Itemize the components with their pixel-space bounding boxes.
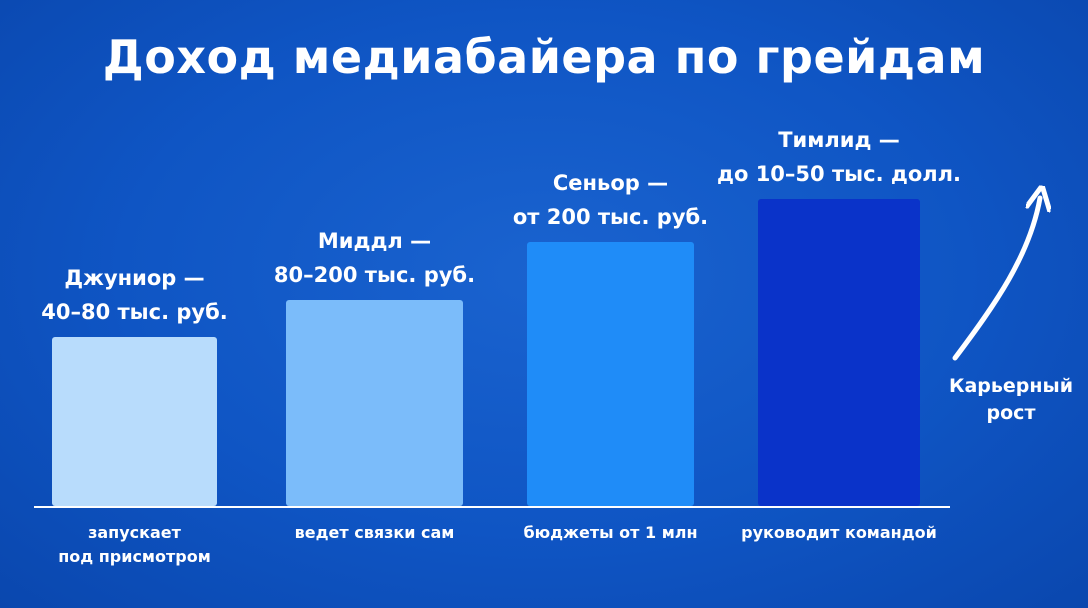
- labels-layer: Джуниор — 40–80 тыс. руб. запускает под при…: [41, 128, 961, 566]
- bar-1: [52, 337, 217, 506]
- bar-1-label-line-1: Джуниор —: [64, 266, 204, 290]
- bar-3-label-line-1: Сеньор —: [553, 171, 668, 195]
- category-label-3-line-1: бюджеты от 1 млн: [523, 523, 697, 542]
- category-label-4-line-1: руководит командой: [741, 523, 937, 542]
- bar-3-label-line-2: от 200 тыс. руб.: [513, 205, 708, 229]
- bar-2-label-line-1: Миддл —: [318, 229, 431, 253]
- category-label-1-line-1: запускает: [88, 523, 182, 542]
- chart-title: Доход медиабайера по грейдам: [102, 30, 986, 84]
- annotation-line-2: рост: [987, 402, 1036, 424]
- bar-4-label-line-1: Тимлид —: [778, 128, 900, 152]
- bar-4-label-line-2: до 10–50 тыс. долл.: [717, 162, 961, 186]
- bar-2-label-line-2: 80–200 тыс. руб.: [274, 263, 475, 287]
- career-growth-annotation: Карьерный рост: [949, 375, 1073, 424]
- category-label-2-line-1: ведет связки сам: [295, 523, 455, 542]
- bar-2: [286, 300, 463, 506]
- bar-3: [527, 242, 694, 506]
- bar-4: [758, 199, 920, 506]
- career-growth-arrow-icon: [952, 198, 1040, 361]
- bar-1-label-line-2: 40–80 тыс. руб.: [41, 300, 228, 324]
- annotation-line-1: Карьерный: [949, 375, 1073, 397]
- bars-layer: [52, 199, 920, 506]
- category-label-1-line-2: под присмотром: [58, 547, 211, 566]
